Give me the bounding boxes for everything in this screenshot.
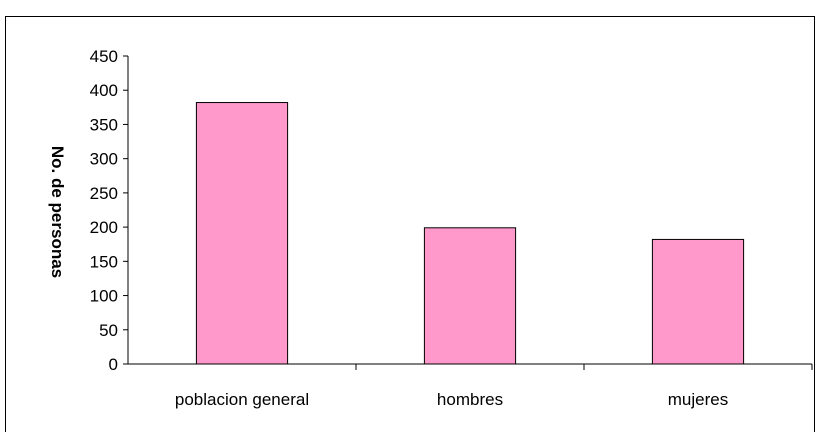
- y-tick-label: 300: [90, 150, 118, 169]
- y-axis-ticks: 0 50 100 150 200 250 300 350 400 450: [90, 47, 813, 374]
- y-tick-label: 450: [90, 47, 118, 66]
- y-tick-label: 400: [90, 81, 118, 100]
- bars: [195, 102, 745, 365]
- x-tick-label: poblacion general: [175, 390, 309, 409]
- x-tick-label: mujeres: [668, 390, 728, 409]
- bar-mujeres: [651, 238, 745, 365]
- y-tick-label: 200: [90, 218, 118, 237]
- y-tick-label: 50: [99, 321, 118, 340]
- y-tick-label: 0: [109, 355, 118, 374]
- y-tick-label: 250: [90, 184, 118, 203]
- x-axis-tick-labels: poblacion general hombres mujeres: [175, 390, 728, 409]
- y-tick-label: 150: [90, 252, 118, 271]
- y-tick-label: 100: [90, 287, 118, 306]
- y-tick-label: 350: [90, 115, 118, 134]
- bar-hombres: [423, 227, 517, 365]
- bar-poblacion-general: [195, 102, 289, 365]
- x-tick-label: hombres: [437, 390, 503, 409]
- y-axis-title: No. de personas: [48, 146, 67, 278]
